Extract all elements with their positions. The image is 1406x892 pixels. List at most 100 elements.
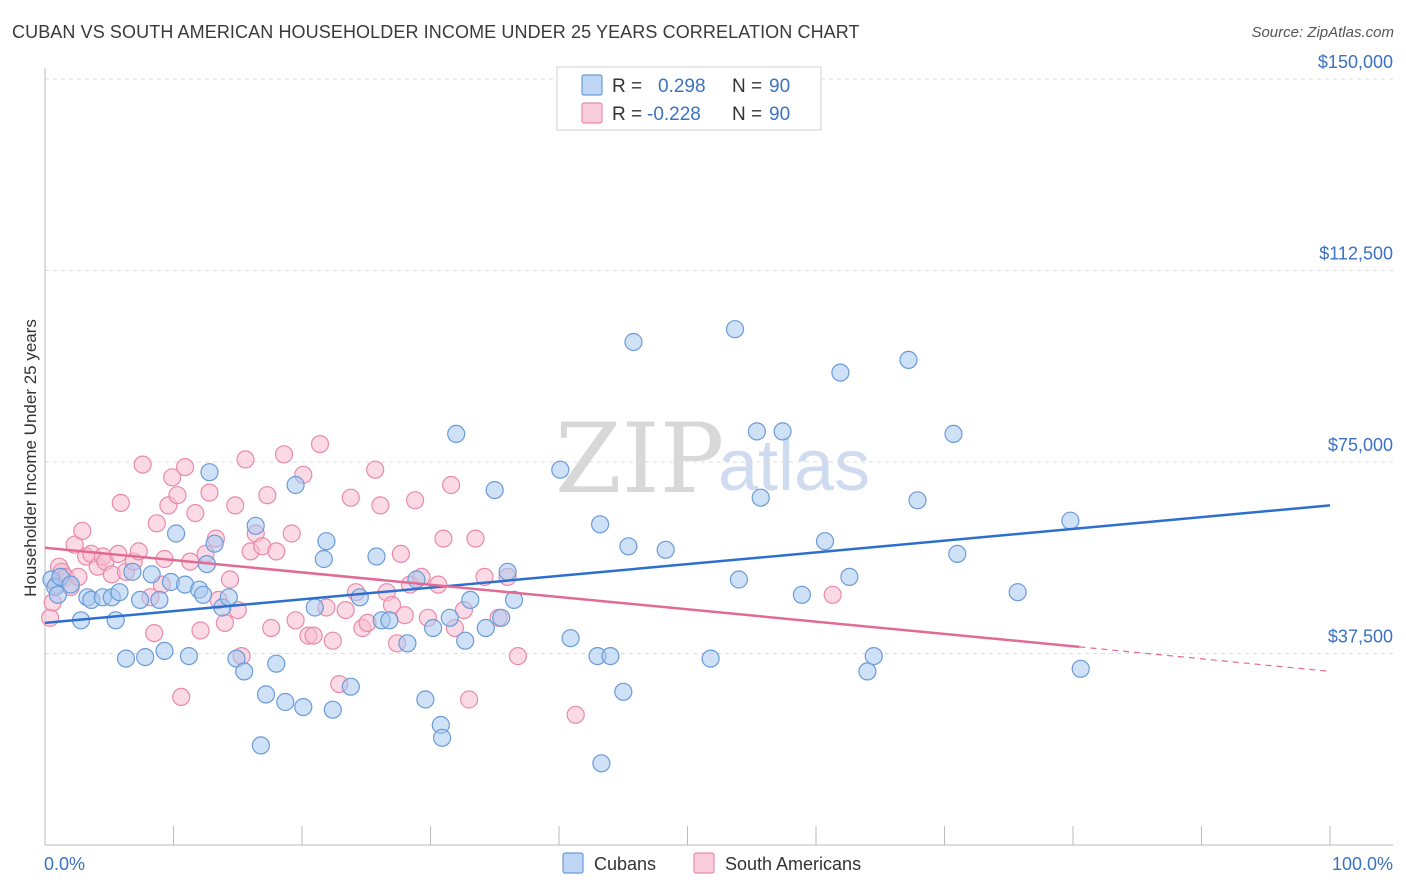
- south-americans-point: [215, 613, 234, 633]
- cubans-point: [276, 692, 295, 712]
- legend-r-value-south-americans: -0.228: [647, 104, 701, 125]
- legend-n-label-cubans: N =: [732, 76, 762, 97]
- cubans-point: [219, 588, 238, 607]
- south-americans-point: [286, 611, 305, 630]
- south-americans-point: [200, 483, 219, 502]
- cubans-point: [205, 534, 224, 553]
- cubans-point: [614, 682, 633, 701]
- bottom-legend-swatch-south-americans: [693, 852, 715, 874]
- south-americans-point: [395, 606, 414, 625]
- south-americans-point: [566, 705, 585, 724]
- south-americans-point: [336, 600, 355, 620]
- cubans-point: [701, 649, 720, 668]
- cubans-point: [106, 611, 125, 630]
- south-americans-point: [274, 445, 294, 464]
- cubans-point: [235, 662, 254, 681]
- cubans-point: [561, 629, 580, 648]
- cubans-point: [424, 618, 443, 638]
- cubans-point: [498, 562, 517, 581]
- cubans-point: [590, 515, 610, 534]
- cubans-point: [433, 728, 452, 747]
- cubans-point: [194, 585, 213, 604]
- south-americans-point: [220, 570, 240, 589]
- cubans-point: [341, 677, 360, 696]
- cubans-point: [136, 647, 155, 667]
- south-americans-point: [267, 542, 286, 561]
- chart-source: Source: ZipAtlas.com: [1251, 24, 1394, 41]
- cubans-point: [725, 320, 745, 339]
- cubans-point: [1008, 583, 1027, 602]
- south-americans-point: [73, 521, 92, 541]
- bottom-legend-label-cubans: Cubans: [594, 854, 656, 874]
- cubans-point: [751, 488, 770, 507]
- stats-legend: R = 0.298 N = 90 R = -0.228 N = 90: [556, 66, 822, 131]
- y-tick-label: $37,500: [1328, 627, 1393, 647]
- series-legend: Cubans South Americans: [562, 852, 861, 874]
- south-americans-point: [282, 524, 301, 543]
- south-americans-point: [341, 488, 360, 507]
- legend-r-label-south-americans: R =: [612, 104, 642, 125]
- cubans-point: [619, 537, 638, 556]
- south-americans-point: [111, 493, 130, 512]
- cubans-point: [267, 654, 286, 673]
- south-americans-point: [466, 529, 485, 548]
- south-americans-point: [226, 496, 245, 515]
- south-americans-point: [391, 544, 410, 564]
- cubans-point: [840, 567, 859, 587]
- south-americans-point: [258, 486, 277, 505]
- cubans-point: [592, 754, 611, 773]
- cubans-point: [773, 422, 792, 441]
- south-americans-point: [145, 623, 164, 643]
- legend-n-value-south-americans: 90: [769, 104, 790, 125]
- south-americans-point: [147, 514, 166, 533]
- south-americans-point: [310, 435, 330, 454]
- south-americans-point: [40, 608, 60, 627]
- watermark-atlas: atlas: [718, 426, 870, 506]
- cubans-point: [747, 422, 767, 441]
- cubans-point: [461, 590, 480, 610]
- y-tick-label: $75,000: [1328, 435, 1393, 455]
- south-americans-point: [460, 690, 479, 709]
- south-americans-point: [434, 529, 453, 548]
- south-americans-point: [168, 486, 187, 505]
- south-americans-point: [442, 475, 461, 495]
- y-axis-label: Householder Income Under 25 years: [21, 319, 40, 597]
- cubans-point: [142, 565, 161, 584]
- cubans-point: [1071, 659, 1090, 678]
- south-americans-point: [163, 468, 182, 487]
- south-americans-point: [262, 618, 281, 638]
- cubans-point: [256, 685, 276, 704]
- cubans-point: [624, 332, 643, 352]
- cubans-point: [131, 590, 150, 610]
- watermark: ZIP atlas: [555, 403, 870, 515]
- south-americans-trend-line: [44, 546, 1080, 649]
- cubans-point: [167, 524, 186, 543]
- cubans-point: [61, 575, 80, 594]
- cubans-point: [314, 549, 333, 569]
- south-americans-point: [186, 503, 205, 523]
- legend-swatch-south-americans: [581, 102, 603, 124]
- south-americans-point: [823, 585, 842, 604]
- cubans-point: [416, 690, 435, 709]
- cubans-point: [492, 608, 511, 627]
- cubans-point: [899, 350, 918, 369]
- legend-n-label-south-americans: N =: [732, 104, 762, 125]
- south-americans-point: [176, 458, 195, 477]
- x-tick-label-start: 0.0%: [44, 854, 85, 874]
- south-americans-trend-extension: [1079, 646, 1331, 672]
- cubans-point: [317, 532, 336, 551]
- cubans-point: [305, 598, 324, 617]
- axes: [44, 68, 1393, 846]
- cubans-point: [815, 532, 835, 551]
- cubans-point: [380, 611, 399, 630]
- y-tick-label: $112,500: [1319, 244, 1393, 264]
- cubans-point: [831, 363, 850, 382]
- cubans-point: [456, 631, 475, 650]
- cubans-point: [656, 540, 675, 559]
- cubans-point: [110, 583, 129, 602]
- legend-n-value-cubans: 90: [769, 76, 790, 97]
- cubans-point: [251, 736, 270, 755]
- south-americans-point: [406, 491, 425, 510]
- south-americans-point: [191, 621, 210, 640]
